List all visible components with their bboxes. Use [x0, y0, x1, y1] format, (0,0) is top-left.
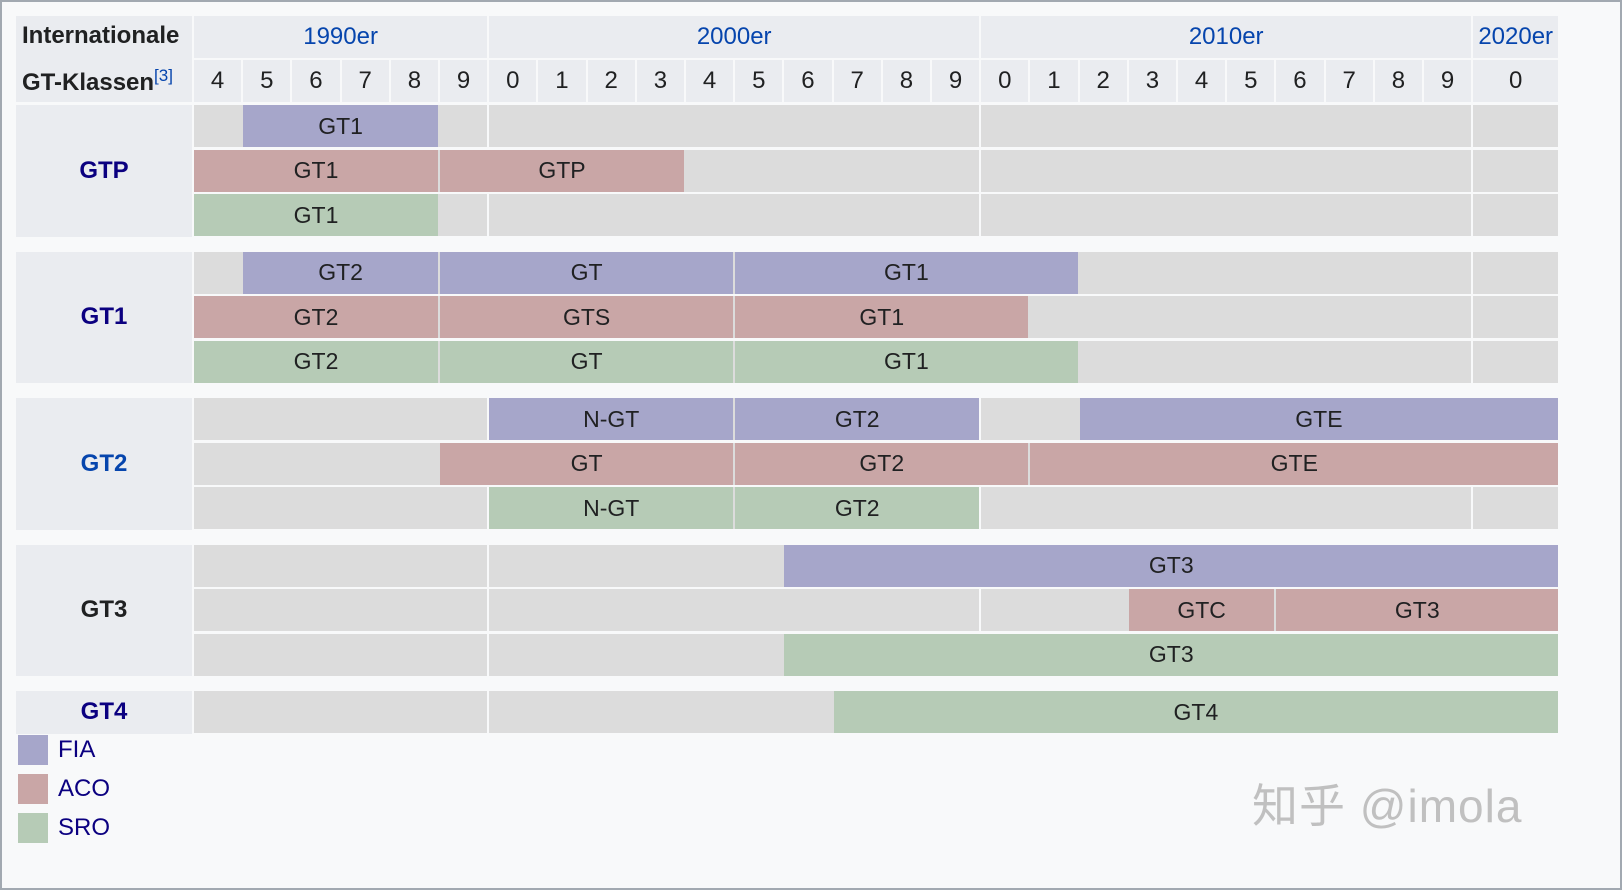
class-bar-fia: GT2 [735, 398, 980, 440]
class-bar-sro: GT1 [194, 194, 438, 236]
year-header: 1 [1030, 60, 1078, 102]
year-header: 8 [390, 60, 438, 102]
legend-item-fia: FIA [18, 735, 218, 765]
empty-cell [194, 398, 488, 440]
empty-cell [1473, 340, 1559, 383]
empty-cell [194, 442, 488, 485]
year-header: 3 [1128, 60, 1176, 102]
class-bar-aco: GTC [1128, 589, 1275, 631]
class-bar-sro: GT3 [784, 633, 1559, 676]
class-bar-aco: GTS [440, 296, 734, 338]
year-header: 4 [1178, 60, 1226, 102]
year-header: 8 [1374, 60, 1422, 102]
class-bar-fia: GT3 [784, 544, 1559, 587]
empty-cell [981, 296, 1472, 338]
year-header: 0 [981, 60, 1029, 102]
watermark: 知乎 @imola [1252, 780, 1523, 832]
year-header: 5 [1227, 60, 1275, 102]
class-bar-aco: GT1 [735, 296, 1029, 338]
class-bar-sro: GT [440, 340, 734, 383]
class-bar-aco: GT3 [1276, 589, 1559, 631]
empty-cell [981, 487, 1472, 529]
class-bar-sro: GT2 [194, 340, 438, 383]
table-title: Internationale GT-Klassen[3] [16, 16, 192, 102]
empty-cell [489, 105, 980, 147]
class-bar-fia: GT1 [243, 105, 438, 147]
class-bar-sro: GT1 [735, 340, 1078, 383]
class-bar-aco: GT2 [194, 296, 438, 338]
class-bar-aco: GT [440, 442, 734, 485]
class-bar-fia: GTE [1079, 398, 1559, 440]
year-header: 0 [489, 60, 537, 102]
group-label-gt3[interactable]: GT3 [16, 544, 192, 676]
group-label-gt1[interactable]: GT1 [16, 251, 192, 383]
empty-cell [1473, 105, 1559, 147]
empty-cell [194, 589, 488, 631]
legend-swatch [18, 813, 48, 843]
year-header: 0 [1473, 60, 1559, 102]
year-header: 6 [784, 60, 832, 102]
reference-link[interactable]: [3] [154, 66, 173, 85]
year-header: 7 [1325, 60, 1373, 102]
year-header: 5 [735, 60, 783, 102]
legend-label[interactable]: FIA [58, 736, 96, 763]
legend-swatch [18, 774, 48, 804]
legend-label[interactable]: ACO [58, 775, 111, 802]
group-label-gt4[interactable]: GT4 [16, 691, 192, 734]
empty-cell [1473, 251, 1559, 294]
class-bar-fia: GT1 [735, 251, 1078, 294]
year-header: 6 [1276, 60, 1324, 102]
empty-cell [489, 589, 980, 631]
year-header: 8 [882, 60, 930, 102]
empty-cell [1473, 487, 1559, 529]
empty-cell [981, 149, 1472, 192]
empty-cell [194, 691, 488, 733]
empty-cell [194, 487, 488, 529]
class-bar-fia: GT2 [243, 251, 438, 294]
year-header: 3 [636, 60, 684, 102]
empty-cell [1473, 296, 1559, 338]
decade-header-link[interactable]: 2020er [1473, 16, 1559, 58]
empty-cell [1473, 194, 1559, 236]
class-bar-aco: GT1 [194, 149, 438, 192]
year-header: 5 [243, 60, 291, 102]
empty-cell [981, 105, 1472, 147]
class-bar-aco: GTE [1030, 442, 1559, 485]
decade-header-link[interactable]: 2010er [981, 16, 1472, 58]
year-header: 9 [932, 60, 980, 102]
decade-header-link[interactable]: 1990er [194, 16, 488, 58]
group-label-gt2[interactable]: GT2 [16, 398, 192, 530]
year-header: 2 [587, 60, 635, 102]
class-bar-sro: GT2 [735, 487, 980, 529]
decade-header-link[interactable]: 2000er [489, 16, 980, 58]
year-header: 4 [686, 60, 734, 102]
empty-cell [194, 544, 488, 587]
year-header: 9 [1424, 60, 1472, 102]
empty-cell [489, 194, 980, 236]
legend-item-sro: SRO [18, 813, 218, 843]
year-header: 1 [538, 60, 586, 102]
group-label-gtp[interactable]: GTP [16, 105, 192, 237]
empty-cell [194, 633, 488, 676]
year-header: 4 [194, 60, 242, 102]
title-line1: Internationale [22, 22, 180, 49]
year-header: 7 [833, 60, 881, 102]
class-bar-fia: GT [440, 251, 734, 294]
class-bar-aco: GTP [440, 149, 684, 192]
year-header: 9 [440, 60, 488, 102]
class-bar-sro: GT4 [833, 691, 1559, 733]
empty-cell [1473, 149, 1559, 192]
class-bar-fia: N-GT [489, 398, 734, 440]
title-line2: GT-Klassen [22, 69, 155, 96]
year-header: 6 [292, 60, 340, 102]
year-header: 2 [1079, 60, 1127, 102]
legend-label[interactable]: SRO [58, 814, 111, 841]
class-bar-aco: GT2 [735, 442, 1029, 485]
empty-cell [981, 194, 1472, 236]
class-bar-sro: N-GT [489, 487, 734, 529]
legend-item-aco: ACO [18, 774, 218, 804]
legend-swatch [18, 735, 48, 765]
year-header: 7 [341, 60, 389, 102]
